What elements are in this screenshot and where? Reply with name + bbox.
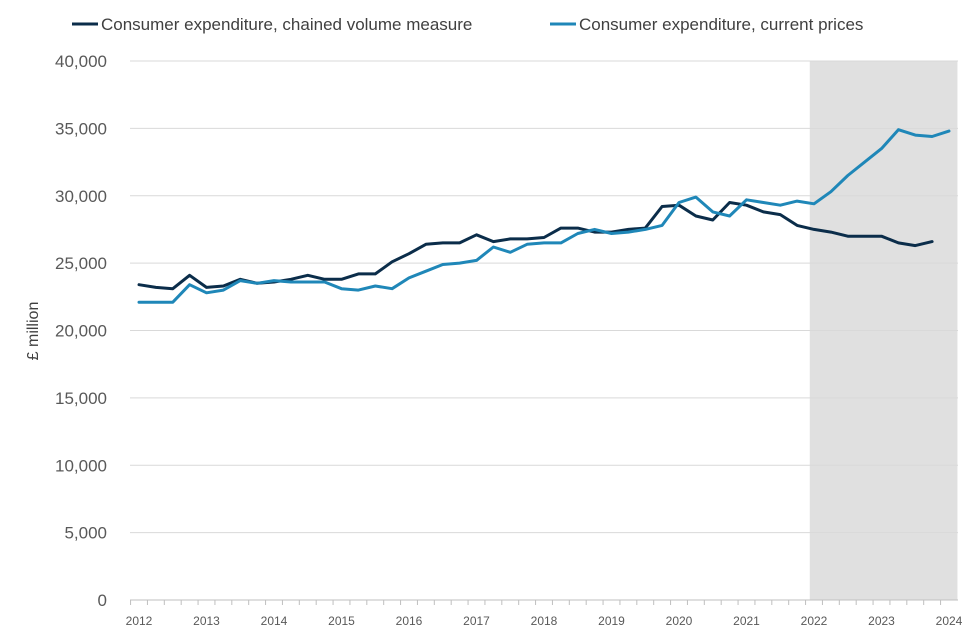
series-lines: [137, 128, 951, 304]
y-tick-label: 35,000: [55, 119, 107, 138]
y-tick-label: 10,000: [55, 456, 107, 475]
x-tick-label: 2021: [733, 614, 760, 628]
legend-label-current-prices: Consumer expenditure, current prices: [579, 15, 863, 34]
y-tick-label: 15,000: [55, 389, 107, 408]
x-tick-label: 2024: [936, 614, 963, 628]
y-tick-label: 5,000: [64, 524, 107, 543]
x-axis-ticks: 2012 2013 2014 2015 2016 2017 2018 2019 2020 2021…: [126, 600, 963, 628]
x-tick-label: 2020: [666, 614, 693, 628]
x-tick-label: 2012: [126, 614, 153, 628]
x-tick-label: 2022: [801, 614, 828, 628]
y-axis-label: £ million: [25, 302, 42, 361]
gridlines: [130, 60, 958, 534]
y-tick-label: 25,000: [55, 254, 107, 273]
x-tick-label: 2014: [261, 614, 288, 628]
x-tick-label: 2017: [463, 614, 490, 628]
legend-label-chained-volume: Consumer expenditure, chained volume mea…: [101, 15, 472, 34]
y-axis-ticks: 0 5,000 10,000 15,000 20,000 25,000 30,000 35,0…: [55, 52, 107, 610]
x-tick-label: 2015: [328, 614, 355, 628]
y-tick-label: 40,000: [55, 52, 107, 71]
y-tick-label: 30,000: [55, 187, 107, 206]
x-tick-label: 2018: [531, 614, 558, 628]
x-tick-label: 2019: [598, 614, 625, 628]
series-line-current-prices: [137, 128, 951, 304]
y-tick-label: 0: [98, 591, 107, 610]
x-tick-label: 2023: [868, 614, 895, 628]
x-tick-label: 2013: [193, 614, 220, 628]
y-tick-label: 20,000: [55, 322, 107, 341]
legend: Consumer expenditure, chained volume mea…: [72, 15, 863, 34]
x-tick-label: 2016: [396, 614, 423, 628]
